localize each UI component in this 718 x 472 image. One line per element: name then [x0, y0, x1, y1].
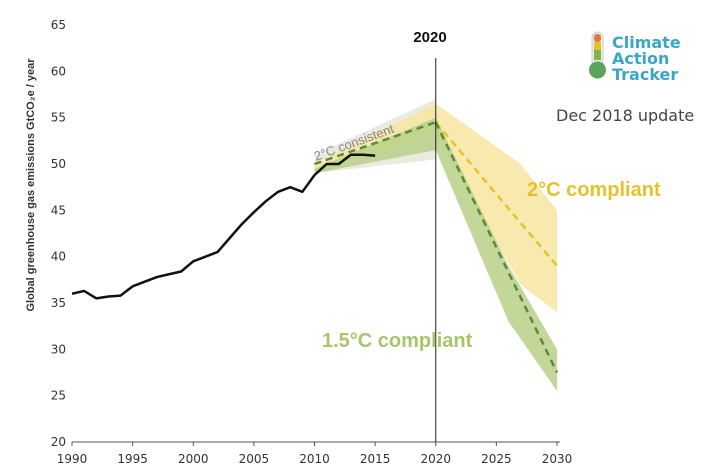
y-tick-label: 45 — [51, 203, 66, 217]
x-tick-label: 2000 — [178, 452, 209, 466]
x-tick-label: 2025 — [481, 452, 512, 466]
y-tick-label: 20 — [51, 435, 66, 449]
y-tick-label: 65 — [51, 18, 66, 32]
pre-2020-pathway-line — [314, 121, 437, 166]
y-tick-label: 40 — [51, 250, 66, 264]
logo-line-action: Action — [612, 49, 669, 68]
one-five-c-compliant-label: 1.5°C compliant — [322, 330, 473, 352]
x-tick-label: 2030 — [542, 452, 573, 466]
x-tick-label: 1995 — [117, 452, 148, 466]
one-five-c-compliant-line — [434, 121, 559, 374]
y-tick-label: 50 — [51, 157, 66, 171]
y-axis-ticks: 20 25 30 35 40 45 50 55 60 65 — [51, 18, 66, 449]
logo-line-climate: Climate — [612, 33, 681, 52]
scenario-lines — [71, 121, 559, 374]
logo-line-tracker: Tracker — [612, 65, 678, 84]
two-c-compliant-line — [434, 121, 558, 267]
y-tick-label: 30 — [51, 342, 66, 356]
x-tick-label: 2015 — [360, 452, 391, 466]
climate-action-tracker-logo: Climate Action Tracker — [589, 31, 681, 84]
y-tick-label: 60 — [51, 64, 66, 78]
x-axis-ticks: 1990 1995 2000 2005 2010 2015 2020 2025 2030 — [57, 442, 573, 466]
scenario-bands — [314, 99, 557, 392]
two-c-compliant-label: 2°C compliant — [527, 179, 661, 201]
thermometer-icon — [589, 31, 606, 79]
x-tick-label: 2020 — [420, 452, 451, 466]
y-tick-label: 25 — [51, 389, 66, 403]
y-tick-label: 55 — [51, 111, 66, 125]
update-label: Dec 2018 update — [556, 106, 694, 125]
historical-emissions-line — [71, 153, 376, 300]
y-axis-label: Global greenhouse gas emissions GtCO₂e /… — [25, 58, 37, 312]
year-2020-label: 2020 — [413, 29, 446, 46]
y-tick-label: 35 — [51, 296, 66, 310]
x-tick-label: 2005 — [239, 452, 270, 466]
x-tick-label: 2010 — [299, 452, 330, 466]
x-tick-label: 1990 — [57, 452, 88, 466]
two-c-compliant-band — [314, 103, 557, 313]
